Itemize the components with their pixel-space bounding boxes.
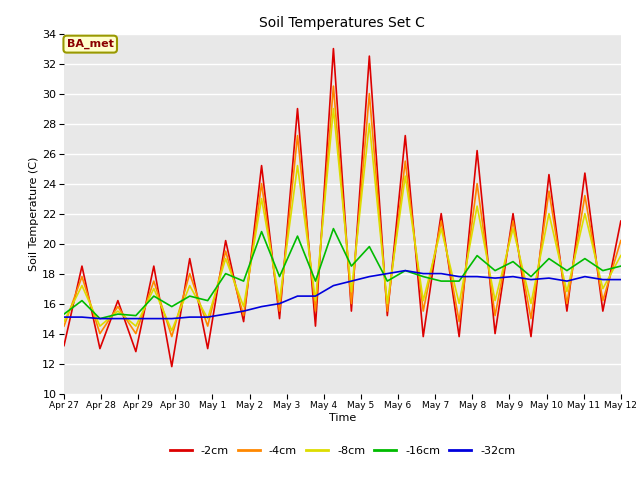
X-axis label: Time: Time (329, 413, 356, 423)
Title: Soil Temperatures Set C: Soil Temperatures Set C (259, 16, 426, 30)
Y-axis label: Soil Temperature (C): Soil Temperature (C) (29, 156, 39, 271)
Legend: -2cm, -4cm, -8cm, -16cm, -32cm: -2cm, -4cm, -8cm, -16cm, -32cm (165, 441, 520, 460)
Text: BA_met: BA_met (67, 39, 114, 49)
